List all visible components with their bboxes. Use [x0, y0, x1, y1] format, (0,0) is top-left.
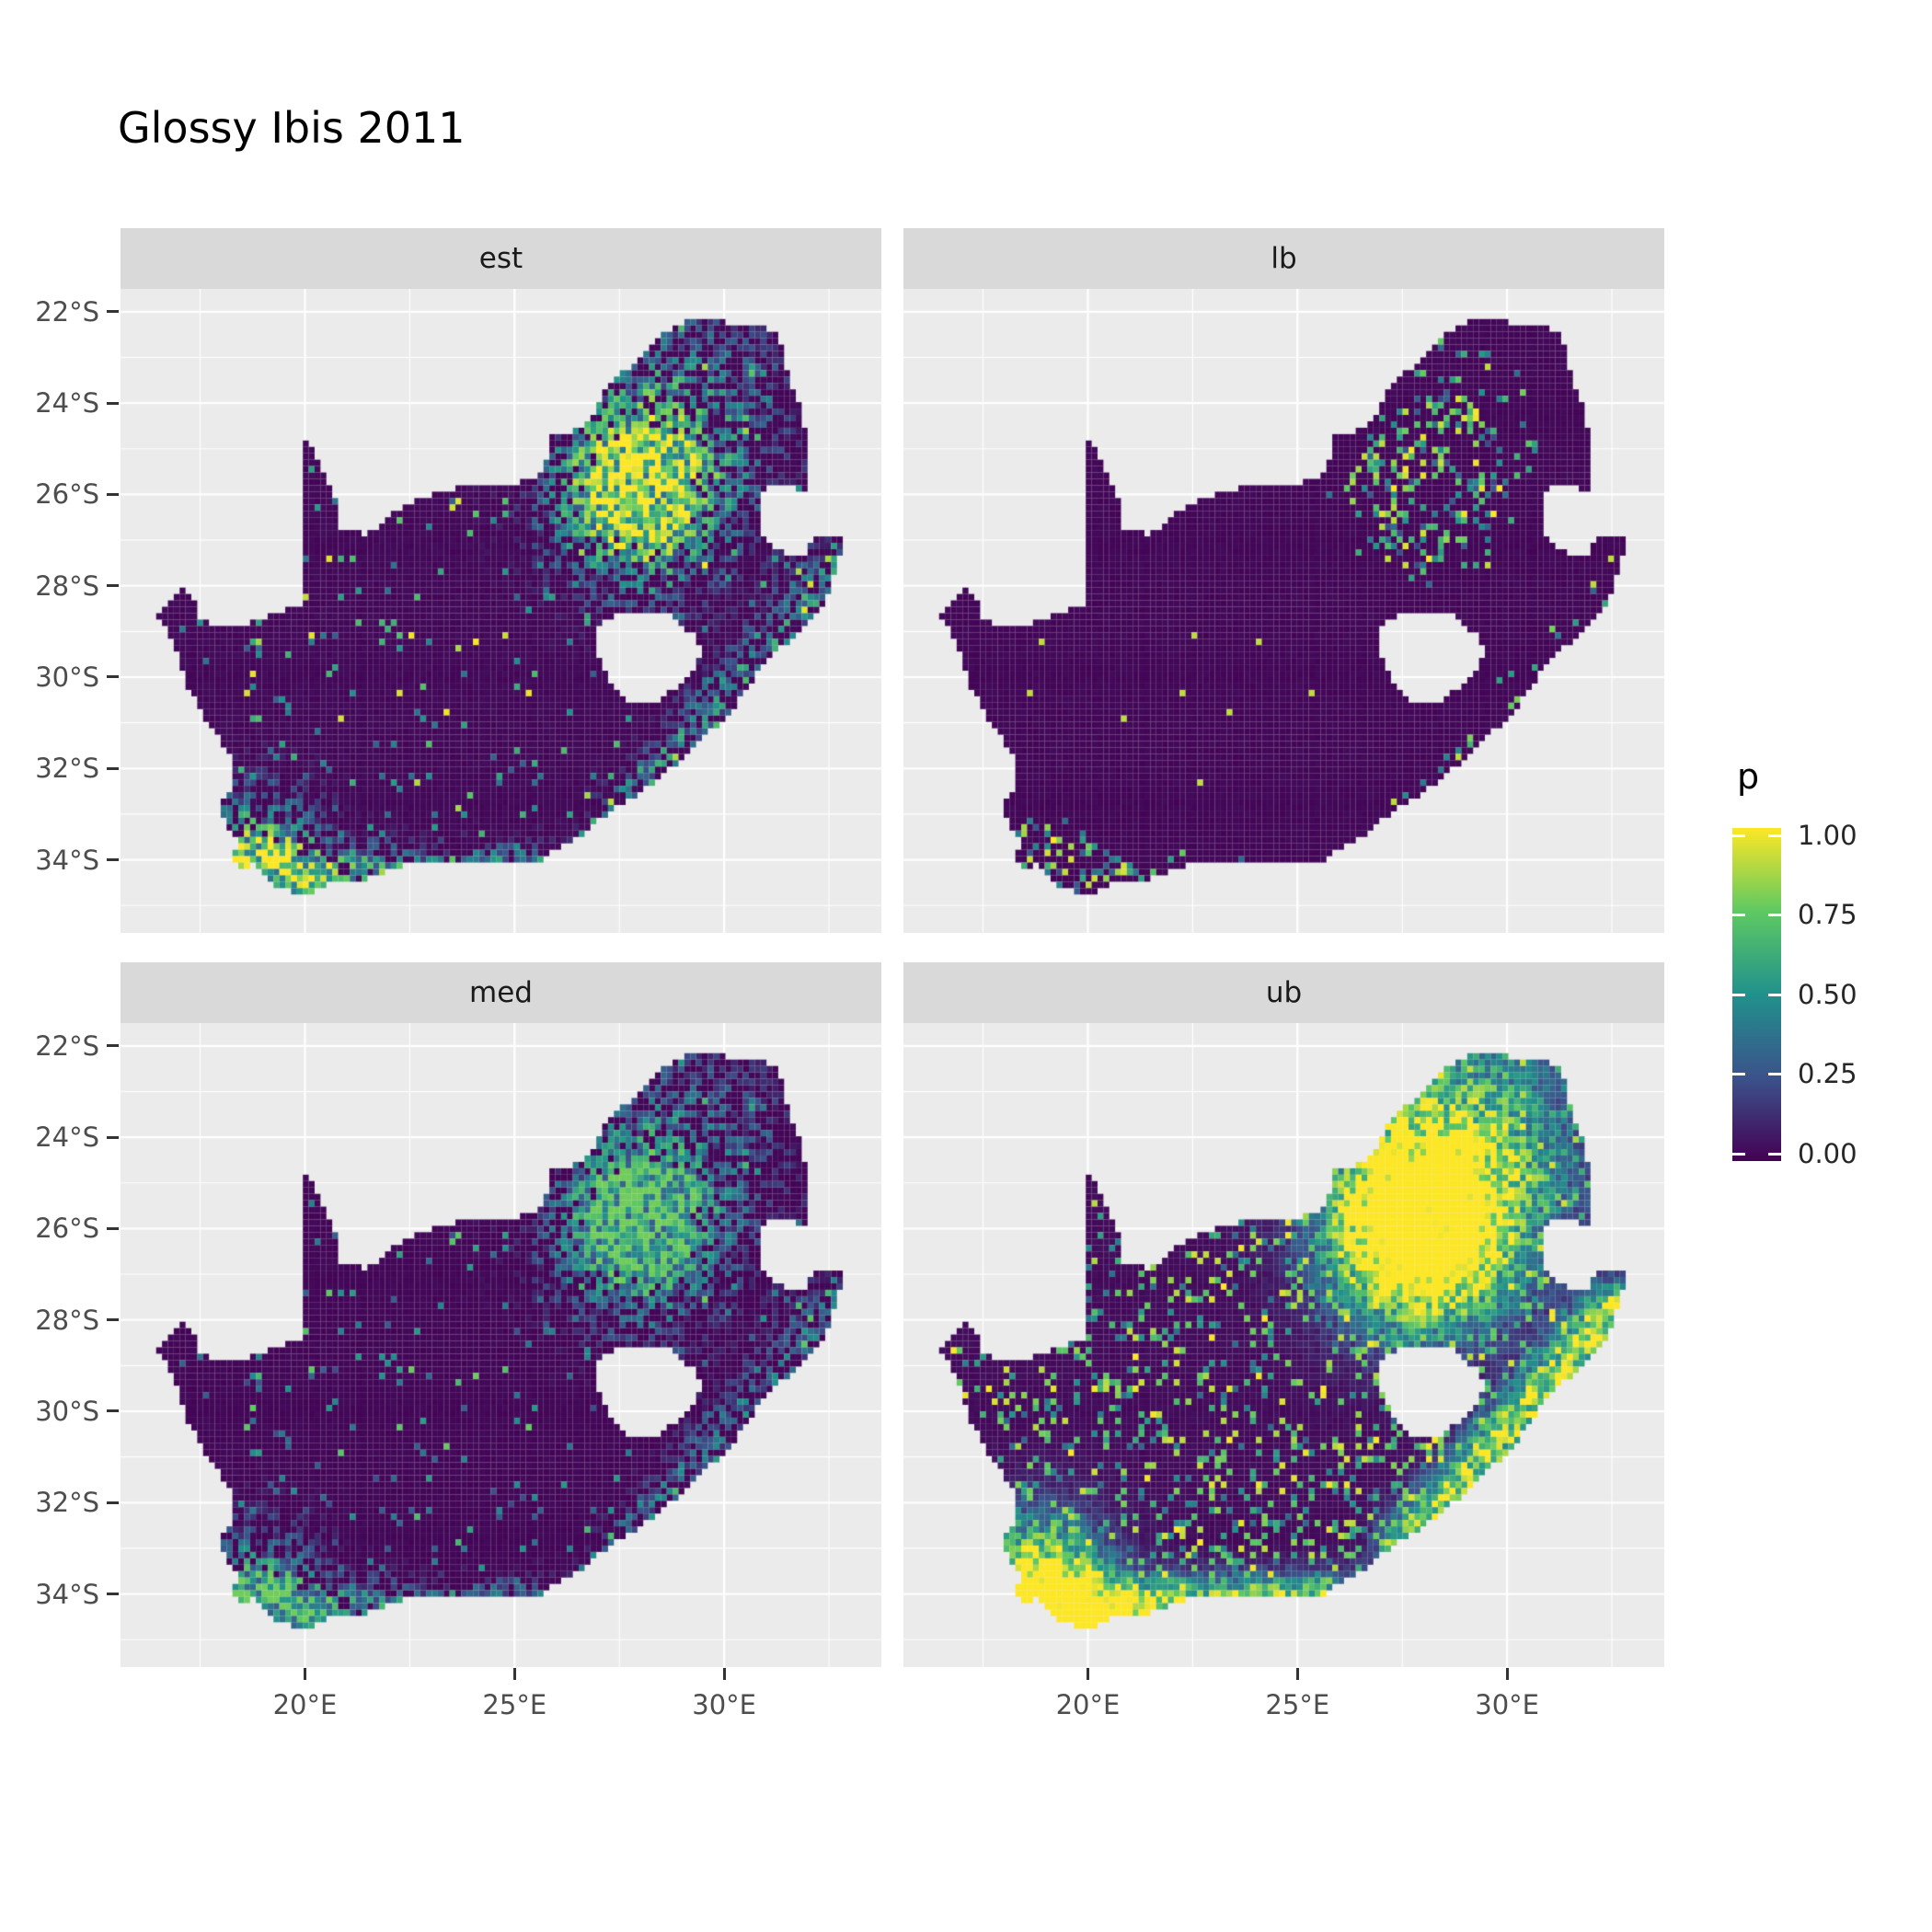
legend-colorbar: [1732, 828, 1781, 1161]
y-axis-tick: [107, 858, 119, 862]
facet-strip-lb: lb: [903, 228, 1664, 289]
legend-label: 1.00: [1798, 820, 1857, 851]
y-axis-label: 22°S: [35, 295, 99, 328]
y-axis-label: 24°S: [35, 1121, 99, 1154]
y-axis-label: 26°S: [35, 1213, 99, 1245]
x-axis-tick: [722, 1668, 726, 1680]
legend-label: 0.50: [1798, 979, 1857, 1010]
x-axis-label: 25°E: [482, 1689, 547, 1720]
y-axis-label: 22°S: [35, 1029, 99, 1062]
legend-title: p: [1737, 756, 1760, 797]
map-canvas-med: [121, 1023, 881, 1667]
y-axis-label: 30°S: [35, 661, 99, 693]
legend-tick: [1768, 1073, 1781, 1075]
y-axis-tick: [107, 492, 119, 496]
facet-strip-label: med: [469, 976, 533, 1009]
map-canvas-est: [121, 289, 881, 933]
y-axis-tick: [107, 1409, 119, 1413]
y-axis-tick: [107, 1593, 119, 1596]
y-axis-tick: [107, 766, 119, 770]
facet-strip-label: est: [478, 242, 523, 275]
y-axis-tick: [107, 675, 119, 679]
legend-tick: [1732, 1152, 1745, 1156]
y-axis-label: 32°S: [35, 1487, 99, 1519]
y-axis-tick: [107, 584, 119, 588]
x-axis-tick: [512, 1668, 516, 1680]
y-axis-label: 28°S: [35, 569, 99, 602]
y-axis-label: 30°S: [35, 1395, 99, 1427]
facet-strip-est: est: [121, 228, 881, 289]
legend-tick: [1732, 1073, 1745, 1075]
legend-tick: [1768, 834, 1781, 837]
legend-tick: [1768, 993, 1781, 996]
y-axis-label: 34°S: [35, 844, 99, 876]
map-canvas-lb: [903, 289, 1664, 933]
legend-label: 0.75: [1798, 899, 1857, 930]
y-axis-tick: [107, 310, 119, 314]
facet-strip-med: med: [121, 962, 881, 1023]
map-canvas-ub: [903, 1023, 1664, 1667]
legend-tick: [1768, 914, 1781, 916]
x-axis-label: 30°E: [1475, 1689, 1539, 1720]
x-axis-tick: [303, 1668, 306, 1680]
x-axis-label: 20°E: [1055, 1689, 1121, 1720]
y-axis-tick: [107, 1318, 119, 1322]
y-axis-label: 34°S: [35, 1578, 99, 1610]
y-axis-label: 24°S: [35, 387, 99, 420]
facet-strip-label: lb: [1271, 242, 1297, 275]
x-axis-label: 25°E: [1265, 1689, 1330, 1720]
legend-tick: [1732, 993, 1745, 996]
x-axis-tick: [1086, 1668, 1089, 1680]
x-axis-tick: [1295, 1668, 1299, 1680]
y-axis-tick: [107, 1226, 119, 1230]
y-axis-tick: [107, 1135, 119, 1139]
y-axis-tick: [107, 1501, 119, 1504]
facet-strip-label: ub: [1265, 976, 1303, 1009]
x-axis-tick: [1505, 1668, 1509, 1680]
plot-title: Glossy Ibis 2011: [118, 103, 466, 153]
facet-strip-ub: ub: [903, 962, 1664, 1023]
y-axis-tick: [107, 401, 119, 405]
y-axis-tick: [107, 1044, 119, 1048]
y-axis-label: 32°S: [35, 753, 99, 785]
legend-label: 0.00: [1798, 1138, 1857, 1169]
legend-tick: [1732, 834, 1745, 837]
legend-tick: [1768, 1152, 1781, 1156]
y-axis-label: 26°S: [35, 478, 99, 511]
y-axis-label: 28°S: [35, 1304, 99, 1336]
x-axis-label: 20°E: [272, 1689, 338, 1720]
legend-label: 0.25: [1798, 1058, 1857, 1089]
x-axis-label: 30°E: [692, 1689, 756, 1720]
legend-tick: [1732, 914, 1745, 916]
